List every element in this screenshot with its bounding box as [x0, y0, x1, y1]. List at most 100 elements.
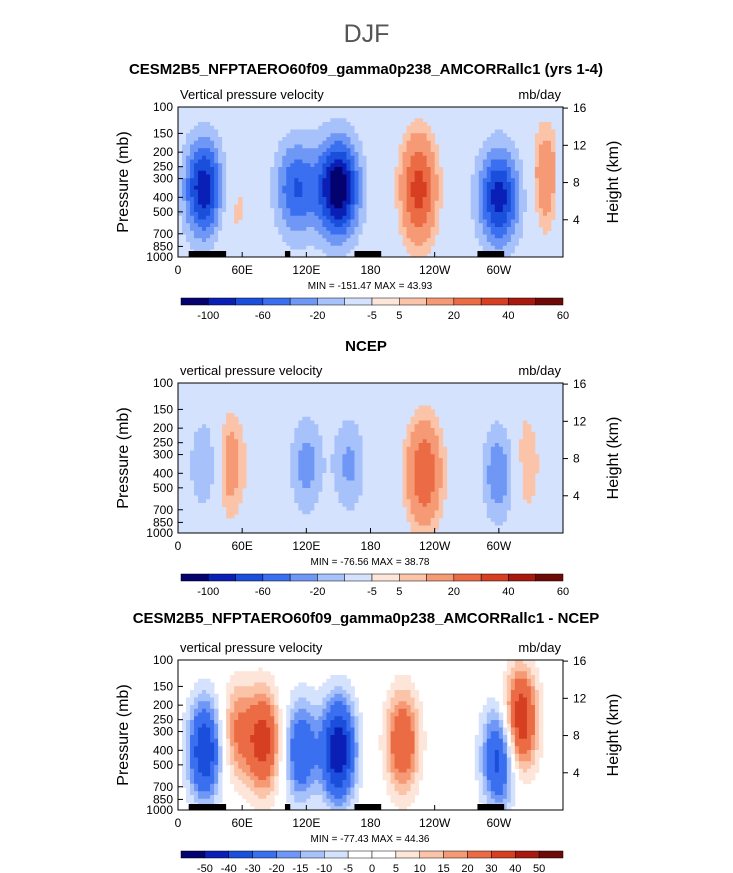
contour-cell: [510, 137, 516, 142]
contour-cell: [518, 678, 524, 683]
contour-cell: [494, 435, 500, 440]
contour-cell: [326, 409, 331, 414]
contour-cell: [522, 227, 528, 232]
contour-cell: [194, 107, 199, 112]
contour-cell: [206, 446, 211, 451]
contour-cell: [306, 405, 311, 410]
contour-cell: [190, 223, 195, 228]
contour-cell: [334, 413, 339, 418]
contour-cell: [318, 405, 323, 410]
contour-cell: [430, 439, 436, 444]
contour-cell: [298, 428, 303, 433]
contour-cell: [206, 450, 211, 455]
contour-cell: [414, 234, 420, 239]
contour-cell: [406, 189, 411, 194]
contour-cell: [314, 197, 319, 202]
contour-cell: [282, 245, 287, 250]
contour-cell: [342, 137, 347, 142]
contour-cell: [318, 413, 323, 418]
contour-cell: [302, 144, 307, 149]
contour-cell: [538, 219, 544, 224]
contour-cell: [194, 163, 199, 168]
contour-cell: [374, 200, 379, 205]
pressure-tick-label: 100: [153, 100, 173, 114]
contour-cell: [506, 144, 512, 149]
contour-cell: [190, 152, 195, 157]
contour-cell: [302, 413, 307, 418]
contour-cell: [498, 484, 504, 489]
contour-cell: [426, 249, 432, 254]
contour-cell: [522, 435, 528, 440]
contour-cell: [334, 686, 339, 691]
contour-cell: [282, 215, 287, 220]
contour-cell: [366, 480, 371, 485]
contour-cell: [546, 144, 552, 149]
contour-cell: [326, 200, 331, 205]
contour-cell: [330, 686, 335, 691]
contour-cell: [290, 178, 295, 183]
contour-cell: [290, 454, 295, 459]
contour-cell: [350, 118, 355, 123]
contour-cell: [182, 446, 187, 451]
contour-cell: [290, 416, 295, 421]
contour-cell: [434, 443, 440, 448]
contour-cell: [206, 227, 211, 232]
contour-cell: [330, 506, 335, 511]
contour-cell: [538, 137, 544, 142]
contour-cell: [358, 499, 363, 504]
contour-cell: [482, 223, 488, 228]
contour-cell: [286, 133, 291, 138]
contour-cell: [234, 428, 239, 433]
contour-cell: [186, 461, 191, 466]
contour-cell: [474, 155, 480, 160]
contour-cell: [390, 686, 395, 691]
contour-cell: [418, 178, 424, 183]
contour-cell: [418, 212, 424, 217]
contour-cell: [346, 416, 351, 421]
contour-cell: [338, 416, 343, 421]
contour-cell: [506, 443, 512, 448]
contour-cell: [290, 155, 295, 160]
contour-cell: [502, 227, 508, 232]
contour-cell: [306, 465, 311, 470]
contour-cell: [302, 521, 307, 526]
contour-cell: [358, 174, 363, 179]
contour-cell: [438, 439, 444, 444]
contour-cell: [358, 148, 363, 153]
contour-cell: [326, 182, 331, 187]
lon-tick-label: 180: [360, 263, 380, 277]
contour-cell: [286, 238, 291, 243]
contour-cell: [318, 107, 323, 112]
contour-cell: [486, 174, 492, 179]
contour-cell: [358, 208, 363, 213]
contour-cell: [262, 208, 267, 213]
contour-cell: [494, 178, 500, 183]
contour-cell: [418, 137, 424, 142]
contour-cell: [298, 690, 303, 695]
contour-cell: [206, 514, 211, 519]
contour-cell: [498, 428, 504, 433]
contour-cell: [322, 189, 327, 194]
contour-cell: [226, 212, 231, 217]
contour-cell: [326, 208, 331, 213]
contour-cell: [302, 386, 307, 391]
contour-cell: [202, 398, 207, 403]
contour-cell: [222, 167, 227, 172]
contour-cell: [326, 185, 331, 190]
contour-cell: [330, 200, 335, 205]
contour-cell: [306, 182, 311, 187]
contour-cell: [314, 413, 319, 418]
contour-cell: [502, 152, 508, 157]
contour-cell: [350, 424, 355, 429]
contour-cell: [346, 420, 351, 425]
contour-cell: [482, 163, 488, 168]
contour-cell: [550, 144, 556, 149]
contour-cell: [438, 499, 444, 504]
contour-cell: [434, 461, 440, 466]
pressure-tick-label: 300: [153, 448, 173, 462]
contour-cell: [302, 454, 307, 459]
contour-cell: [202, 420, 207, 425]
contour-cell: [326, 107, 331, 112]
contour-cell: [498, 473, 504, 478]
contour-cell: [294, 133, 299, 138]
